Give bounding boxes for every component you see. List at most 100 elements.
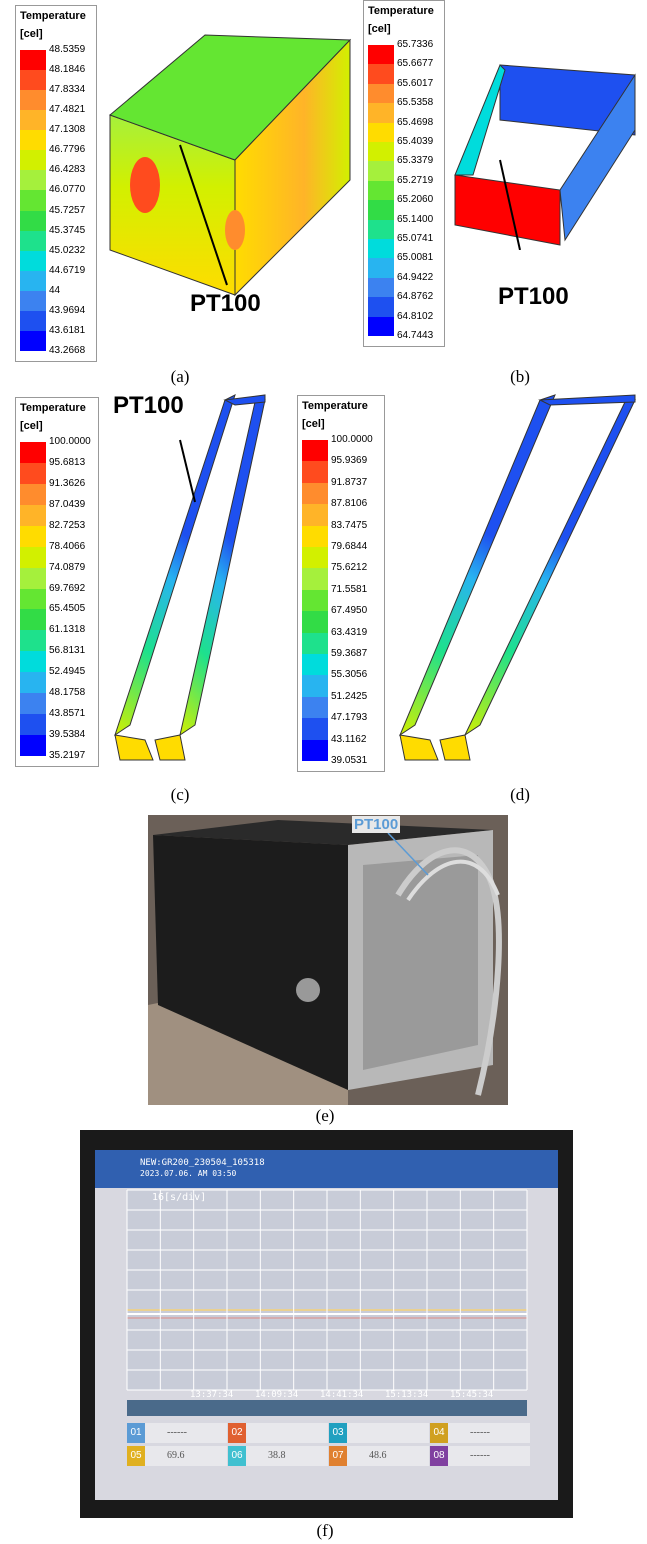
frame-bar xyxy=(463,399,636,737)
channel-value: ------ xyxy=(167,1427,187,1438)
wires xyxy=(406,859,500,902)
legend-value: 95.9369 xyxy=(331,455,368,467)
legend-swatch xyxy=(368,45,394,65)
time-label: 14:41:34 xyxy=(320,1390,364,1400)
legend-value: 74.0879 xyxy=(49,561,86,573)
frame-top xyxy=(538,394,636,406)
legend-swatch xyxy=(20,250,46,272)
legend-swatch xyxy=(368,122,394,143)
legend-value: 63.4319 xyxy=(331,626,368,638)
legend-value: 64.8762 xyxy=(397,291,434,303)
legend-swatch xyxy=(20,546,46,569)
legend-unit: [cel] xyxy=(20,28,43,40)
legend-swatch xyxy=(20,190,46,212)
legend-value: 47.1793 xyxy=(331,712,368,724)
channel-id: 01 xyxy=(127,1423,145,1443)
caption: (e) xyxy=(315,1106,335,1125)
channel-value: ------ xyxy=(470,1427,490,1438)
legend-value: 48.1758 xyxy=(49,687,86,699)
screen-photo: NEW:GR200_230504_105318 2023.07.06. AM 0… xyxy=(80,1130,573,1518)
legend-swatch xyxy=(20,310,46,332)
legend-value: 64.9422 xyxy=(397,271,434,283)
time-label: 13:37:34 xyxy=(190,1390,234,1400)
caption: (f) xyxy=(316,1521,334,1540)
legend-value: 65.1400 xyxy=(397,213,434,225)
frame-foot xyxy=(439,734,471,761)
legend-title: Temperature xyxy=(368,5,434,17)
legend-value: 43.9694 xyxy=(49,304,86,316)
left-wall xyxy=(454,64,506,176)
legend-value: 47.1308 xyxy=(49,124,86,136)
legend-swatch xyxy=(302,547,328,569)
photo xyxy=(148,815,508,1105)
bolt xyxy=(296,978,320,1002)
time-label: 15:13:34 xyxy=(385,1390,429,1400)
end-plate xyxy=(363,855,478,1070)
legend-value: 64.8102 xyxy=(397,310,434,322)
legend-swatch xyxy=(20,130,46,151)
legend-value: 56.8131 xyxy=(49,645,86,657)
channel-value: 48.6 xyxy=(369,1450,387,1461)
caption: (b) xyxy=(510,367,530,386)
frame-bar xyxy=(114,394,236,737)
legend-value: 100.0000 xyxy=(331,434,373,445)
channel-value: 38.8 xyxy=(268,1450,286,1461)
legend-swatch xyxy=(20,462,46,485)
legend-value: 45.7257 xyxy=(49,204,86,216)
frame-model xyxy=(114,394,266,761)
legend-unit: [cel] xyxy=(20,420,43,432)
legend-value: 46.4283 xyxy=(49,164,86,176)
legend-title: Temperature xyxy=(20,402,86,414)
frame-model xyxy=(398,394,636,761)
legend-value: 43.1162 xyxy=(331,733,367,745)
channel-value: ------ xyxy=(470,1450,490,1461)
legend-swatch xyxy=(368,316,394,337)
legend-value: 82.7253 xyxy=(49,519,86,531)
legend-value: 55.3056 xyxy=(331,669,368,681)
channel-bg xyxy=(127,1423,227,1443)
legend-swatch xyxy=(20,483,46,506)
legend-swatch xyxy=(368,103,394,124)
legend-swatch xyxy=(368,83,394,104)
legend-unit: [cel] xyxy=(302,418,325,430)
legend-value: 65.3379 xyxy=(397,155,434,167)
pointer-label: PT100 xyxy=(113,392,184,419)
legend-value: 65.4039 xyxy=(397,136,434,147)
legend-value: 44 xyxy=(49,284,61,296)
legend-swatch xyxy=(302,675,328,698)
control-bar xyxy=(127,1400,527,1416)
back-wall xyxy=(499,64,636,136)
legend-swatch xyxy=(368,142,394,162)
legend-swatch xyxy=(302,739,328,762)
legend-value: 47.8334 xyxy=(49,84,86,96)
legend-value: 47.4821 xyxy=(49,104,86,116)
channel-id: 06 xyxy=(228,1446,246,1466)
legend-swatch xyxy=(302,696,328,719)
legend-value: 43.2668 xyxy=(49,345,86,356)
legend-value: 65.4698 xyxy=(397,116,434,128)
legend-swatch xyxy=(302,461,328,484)
legend: Temperature [cel] 100.0000 95.6813 91.3626 87… xyxy=(15,397,99,767)
box-top xyxy=(153,820,493,845)
front-wall xyxy=(454,174,561,246)
legend-swatch xyxy=(302,440,328,462)
legend-swatch xyxy=(20,735,46,757)
legend-swatch xyxy=(302,611,328,634)
channel-bg xyxy=(228,1423,328,1443)
legend-swatch xyxy=(20,110,46,131)
legend-value: 65.0081 xyxy=(397,252,434,264)
legend-swatch xyxy=(20,693,46,715)
legend-title: Temperature xyxy=(20,10,86,22)
legend-value: 43.8571 xyxy=(49,708,86,720)
channel-id: 07 xyxy=(329,1446,347,1466)
channel-id: 04 xyxy=(430,1423,448,1443)
legend-value: 46.7796 xyxy=(49,144,86,156)
legend-value: 48.1846 xyxy=(49,64,86,76)
legend-swatch xyxy=(368,64,394,85)
legend-value: 51.2425 xyxy=(331,690,368,702)
frame-foot xyxy=(399,734,439,761)
frame-foot xyxy=(154,734,186,761)
channel-id: 08 xyxy=(430,1446,448,1466)
legend-swatch xyxy=(20,714,46,736)
